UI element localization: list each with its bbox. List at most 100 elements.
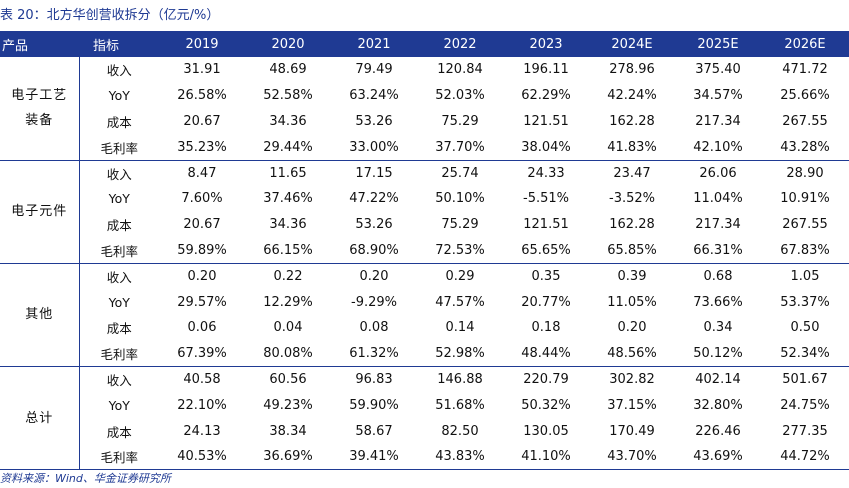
product-label-line: 总计 <box>25 410 54 426</box>
value-cell: 0.39 <box>589 262 675 290</box>
value-cell: 26.06 <box>675 159 761 186</box>
value-cell: 43.70% <box>607 449 657 465</box>
header-row: 产品 指标 2019 2020 2021 2022 2023 2024E 202… <box>0 31 849 57</box>
header-year: 2026E <box>784 36 826 52</box>
value-cell: 52.98% <box>435 345 485 361</box>
table-row: 电子工艺 装备 收入 31.91 48.69 79.49 120.84 196.11 278.9… <box>0 57 849 161</box>
value-cell: 267.55 <box>782 113 828 129</box>
value-cell: 65.85% <box>607 242 657 258</box>
table-row: 总计 收入 40.58 60.56 96.83 146.88 220.79 302.82 402… <box>0 366 849 470</box>
value-cell: 0.18 <box>531 320 561 336</box>
table-row: 其他 收入 0.20 0.22 0.20 0.29 0.35 0.39 0.68 1.05 <box>0 262 849 367</box>
value-cell: 471.72 <box>782 62 828 78</box>
value-cell: 52.58% <box>263 88 313 104</box>
value-cell: 0.20 <box>159 262 245 290</box>
value-cell: 0.20 <box>331 262 417 290</box>
product-label-line: 其他 <box>25 307 54 323</box>
value-cell: 37.15% <box>607 397 657 413</box>
value-cell: 48.44% <box>521 345 571 361</box>
value-cell: 11.05% <box>607 294 657 310</box>
table-row: 成本 20.67 34.36 53.26 75.29 121.51 162.28 217.34… <box>0 212 849 238</box>
table-row: 成本 0.06 0.04 0.08 0.14 0.18 0.20 0.34 0.50 <box>0 315 849 341</box>
value-cell: 52.03% <box>435 88 485 104</box>
value-cell: 20.77% <box>521 294 571 310</box>
value-cell: 29.57% <box>177 294 227 310</box>
indicator-cell: 成本 <box>106 424 132 440</box>
value-cell: 217.34 <box>695 113 741 129</box>
indicator-cell: 收入 <box>79 159 159 186</box>
value-cell: 43.69% <box>693 449 743 465</box>
value-cell: 12.29% <box>263 294 313 310</box>
value-cell: 53.26 <box>355 217 393 233</box>
value-cell: 146.88 <box>417 366 503 393</box>
value-cell: 402.14 <box>675 366 761 393</box>
table-row: YoY 26.58% 52.58% 63.24% 52.03% 62.29% 42.24% 3… <box>0 83 849 109</box>
value-cell: 43.83% <box>435 449 485 465</box>
value-cell: 44.72% <box>780 449 830 465</box>
value-cell: 220.79 <box>503 366 589 393</box>
value-cell: 0.29 <box>417 262 503 290</box>
value-cell: 162.28 <box>609 217 655 233</box>
value-cell: 51.68% <box>435 397 485 413</box>
value-cell: 41.83% <box>607 139 657 155</box>
value-cell: 73.66% <box>693 294 743 310</box>
value-cell: -3.52% <box>609 191 655 207</box>
value-cell: 0.34 <box>703 320 733 336</box>
value-cell: 43.28% <box>780 139 830 155</box>
value-cell: 1.05 <box>761 262 849 290</box>
value-cell: 375.40 <box>695 62 741 78</box>
product-label-line: 装备 <box>25 113 54 129</box>
value-cell: 35.23% <box>177 139 227 155</box>
value-cell: 40.58 <box>159 366 245 393</box>
header-year: 2021 <box>357 36 391 52</box>
table-row: 毛利率 67.39% 80.08% 61.32% 52.98% 48.44% 48.56% 5… <box>0 341 849 367</box>
value-cell: 59.89% <box>177 242 227 258</box>
value-cell: 20.67 <box>183 113 221 129</box>
value-cell: 32.80% <box>693 397 743 413</box>
value-cell: 38.04% <box>521 139 571 155</box>
value-cell: 41.10% <box>521 449 571 465</box>
value-cell: 67.83% <box>780 242 830 258</box>
value-cell: 34.57% <box>693 88 743 104</box>
indicator-cell: 收入 <box>79 262 159 290</box>
header-indicator: 指标 <box>93 38 120 54</box>
source-note: 资料来源：Wind、华金证券研究所 <box>0 472 171 485</box>
indicator-cell: 毛利率 <box>100 140 138 156</box>
value-cell: 24.13 <box>183 423 221 439</box>
value-cell: 28.90 <box>761 159 849 186</box>
value-cell: 42.24% <box>607 88 657 104</box>
value-cell: 0.50 <box>790 320 820 336</box>
product-group-label: 电子元件 <box>0 159 80 264</box>
value-cell: 20.67 <box>183 217 221 233</box>
value-cell: 36.69% <box>263 449 313 465</box>
indicator-cell: YoY <box>108 191 130 207</box>
product-group-label: 其他 <box>0 262 80 367</box>
value-cell: 0.68 <box>675 262 761 290</box>
indicator-cell: 毛利率 <box>100 243 138 259</box>
value-cell: 25.66% <box>780 88 830 104</box>
table-row: 毛利率 59.89% 66.15% 68.90% 72.53% 65.65% 65.85% 6… <box>0 238 849 264</box>
product-label-line: 电子工艺 <box>11 88 68 104</box>
value-cell: 60.56 <box>245 366 331 393</box>
value-cell: 10.91% <box>780 191 830 207</box>
table-row: 成本 24.13 38.34 58.67 82.50 130.05 170.49 226.46… <box>0 418 849 444</box>
value-cell: 0.20 <box>617 320 647 336</box>
value-cell: 66.15% <box>263 242 313 258</box>
value-cell: 120.84 <box>437 62 483 78</box>
value-cell: 53.37% <box>780 294 830 310</box>
product-group-label: 电子工艺 装备 <box>0 57 80 161</box>
value-cell: 42.10% <box>693 139 743 155</box>
table-row: 成本 20.67 34.36 53.26 75.29 121.51 162.28 217.34… <box>0 109 849 135</box>
value-cell: 37.46% <box>263 191 313 207</box>
value-cell: 24.75% <box>780 397 830 413</box>
header-year: 2022 <box>443 36 477 52</box>
value-cell: 53.26 <box>355 113 393 129</box>
value-cell: 66.31% <box>693 242 743 258</box>
value-cell: 82.50 <box>441 423 479 439</box>
value-cell: 29.44% <box>263 139 313 155</box>
value-cell: 75.29 <box>441 113 479 129</box>
value-cell: 62.29% <box>521 88 571 104</box>
table-row: YoY 22.10% 49.23% 59.90% 51.68% 50.32% 37.15% 3… <box>0 392 849 418</box>
value-cell: 0.06 <box>187 320 217 336</box>
header-year: 2025E <box>697 36 739 52</box>
